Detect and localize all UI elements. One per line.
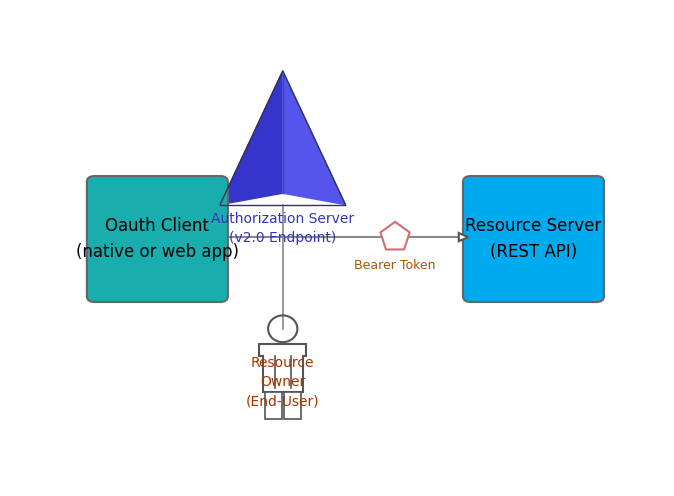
FancyBboxPatch shape — [265, 392, 282, 419]
Text: Resource
Owner
(End-User): Resource Owner (End-User) — [246, 356, 319, 409]
FancyBboxPatch shape — [284, 392, 301, 419]
Polygon shape — [459, 233, 468, 241]
FancyBboxPatch shape — [463, 176, 604, 302]
Polygon shape — [259, 344, 306, 392]
Polygon shape — [380, 222, 410, 249]
Text: Oauth Client
(native or web app): Oauth Client (native or web app) — [76, 217, 239, 261]
Text: Resource Server
(REST API): Resource Server (REST API) — [465, 217, 602, 261]
Text: Authorization Server
(v2.0 Endpoint): Authorization Server (v2.0 Endpoint) — [211, 212, 355, 245]
Polygon shape — [283, 71, 346, 205]
FancyBboxPatch shape — [87, 176, 228, 302]
Text: Bearer Token: Bearer Token — [355, 259, 436, 272]
Polygon shape — [220, 71, 283, 205]
